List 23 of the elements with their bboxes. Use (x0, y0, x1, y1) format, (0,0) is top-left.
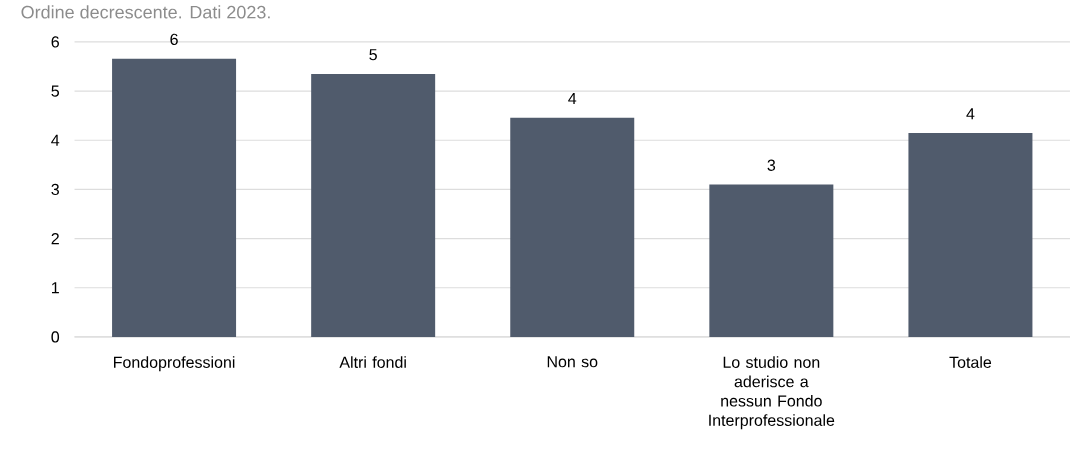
bar (709, 184, 834, 337)
x-tick-label: Non so (547, 356, 598, 368)
data-label: 4 (568, 93, 577, 105)
x-tick-label: Altri fondi (339, 356, 406, 368)
x-tick-label: Totale (949, 356, 992, 368)
y-tick-label: 5 (51, 85, 60, 97)
bar (311, 73, 436, 337)
y-tick-label: 2 (51, 233, 59, 245)
bar (510, 117, 635, 337)
y-tick-label: 3 (51, 183, 59, 196)
y-tick-label: 6 (51, 36, 59, 48)
bar (112, 58, 237, 337)
data-label: 6 (170, 33, 178, 46)
y-tick-label: 4 (51, 134, 60, 146)
data-label: 3 (767, 159, 776, 171)
data-label: 5 (369, 49, 377, 61)
data-label: 4 (966, 108, 975, 120)
x-tick-label: Lo studio non aderisce a nessun Fondo Interprofessionale (709, 356, 835, 430)
y-tick-label: 1 (52, 282, 59, 294)
y-tick-label: 0 (51, 331, 60, 343)
chart-subtitle: Ordine decrescente. Dati 2023. (21, 5, 270, 19)
bar (908, 132, 1033, 337)
x-tick-label: Fondoprofessioni (114, 356, 235, 372)
